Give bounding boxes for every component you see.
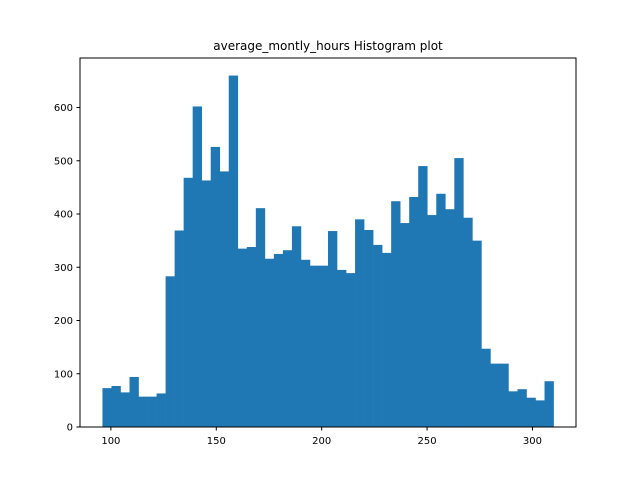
histogram-bar [309,265,320,427]
histogram-bar [156,393,166,427]
y-tick-label: 500 [54,156,73,167]
histogram-bar [246,247,257,427]
histogram-bar [526,397,536,427]
y-tick-label: 300 [54,263,73,274]
histogram-bar [544,381,554,427]
y-tick-label: 200 [54,316,73,327]
histogram-bar [174,230,184,427]
histogram-bar [120,392,130,427]
histogram-bar [508,391,518,427]
plot-frame [79,57,577,428]
histogram-bar [147,396,157,427]
histogram-bar [255,208,266,427]
histogram-bar [201,180,212,427]
bars-group [102,75,554,428]
y-tick-label: 600 [54,103,73,114]
y-tick-label: 100 [54,369,73,380]
histogram-bar [472,240,482,427]
histogram-bar [318,265,329,427]
x-tick-label: 100 [101,436,120,447]
histogram-bar [535,400,545,427]
histogram-bar [346,273,356,427]
histogram-bar [418,166,428,427]
histogram-bar [400,223,410,427]
histogram-bar [499,363,509,427]
histogram-bar [183,177,193,427]
x-tick-label: 200 [312,436,331,447]
histogram-bar [129,376,139,427]
histogram-bar [228,75,239,428]
x-axis-ticks: 100 150 200 250 300 [101,427,542,447]
histogram-bar [391,201,401,427]
y-axis-ticks: 0 100 200 300 400 500 600 [54,103,80,434]
x-tick-label: 300 [523,436,542,447]
histogram-bar [300,259,311,427]
histogram-bar [328,231,338,427]
y-tick-label: 400 [54,210,73,221]
histogram-bar [481,348,491,427]
x-tick-label: 250 [418,436,437,447]
histogram-bar [463,217,473,427]
histogram-bar [337,269,347,427]
histogram-bar [138,396,148,427]
histogram-bar [490,363,500,427]
histogram-bar [264,258,275,427]
histogram-bar [436,193,446,427]
histogram-bar [165,276,175,427]
histogram-bar [355,219,365,427]
x-tick-label: 150 [207,436,226,447]
histogram-bar [273,253,284,427]
histogram-bar [282,250,293,427]
y-tick-label: 0 [67,423,73,434]
histogram-bar [210,146,221,428]
histogram-bar [427,215,437,427]
histogram-bar [192,106,202,428]
histogram-bar [454,158,464,428]
histogram-bar [445,209,455,427]
histogram-bar [237,248,248,427]
chart-title: average_montly_hours Histogram plot [213,39,443,53]
histogram-bar [291,226,302,427]
histogram-bar [517,389,527,427]
histogram-bar [409,196,419,427]
histogram-bar [373,244,383,427]
histogram-bar [111,386,121,427]
histogram-bar [102,388,112,427]
histogram-bar [364,229,374,427]
histogram-bar [382,252,392,427]
histogram-bar [219,171,230,427]
